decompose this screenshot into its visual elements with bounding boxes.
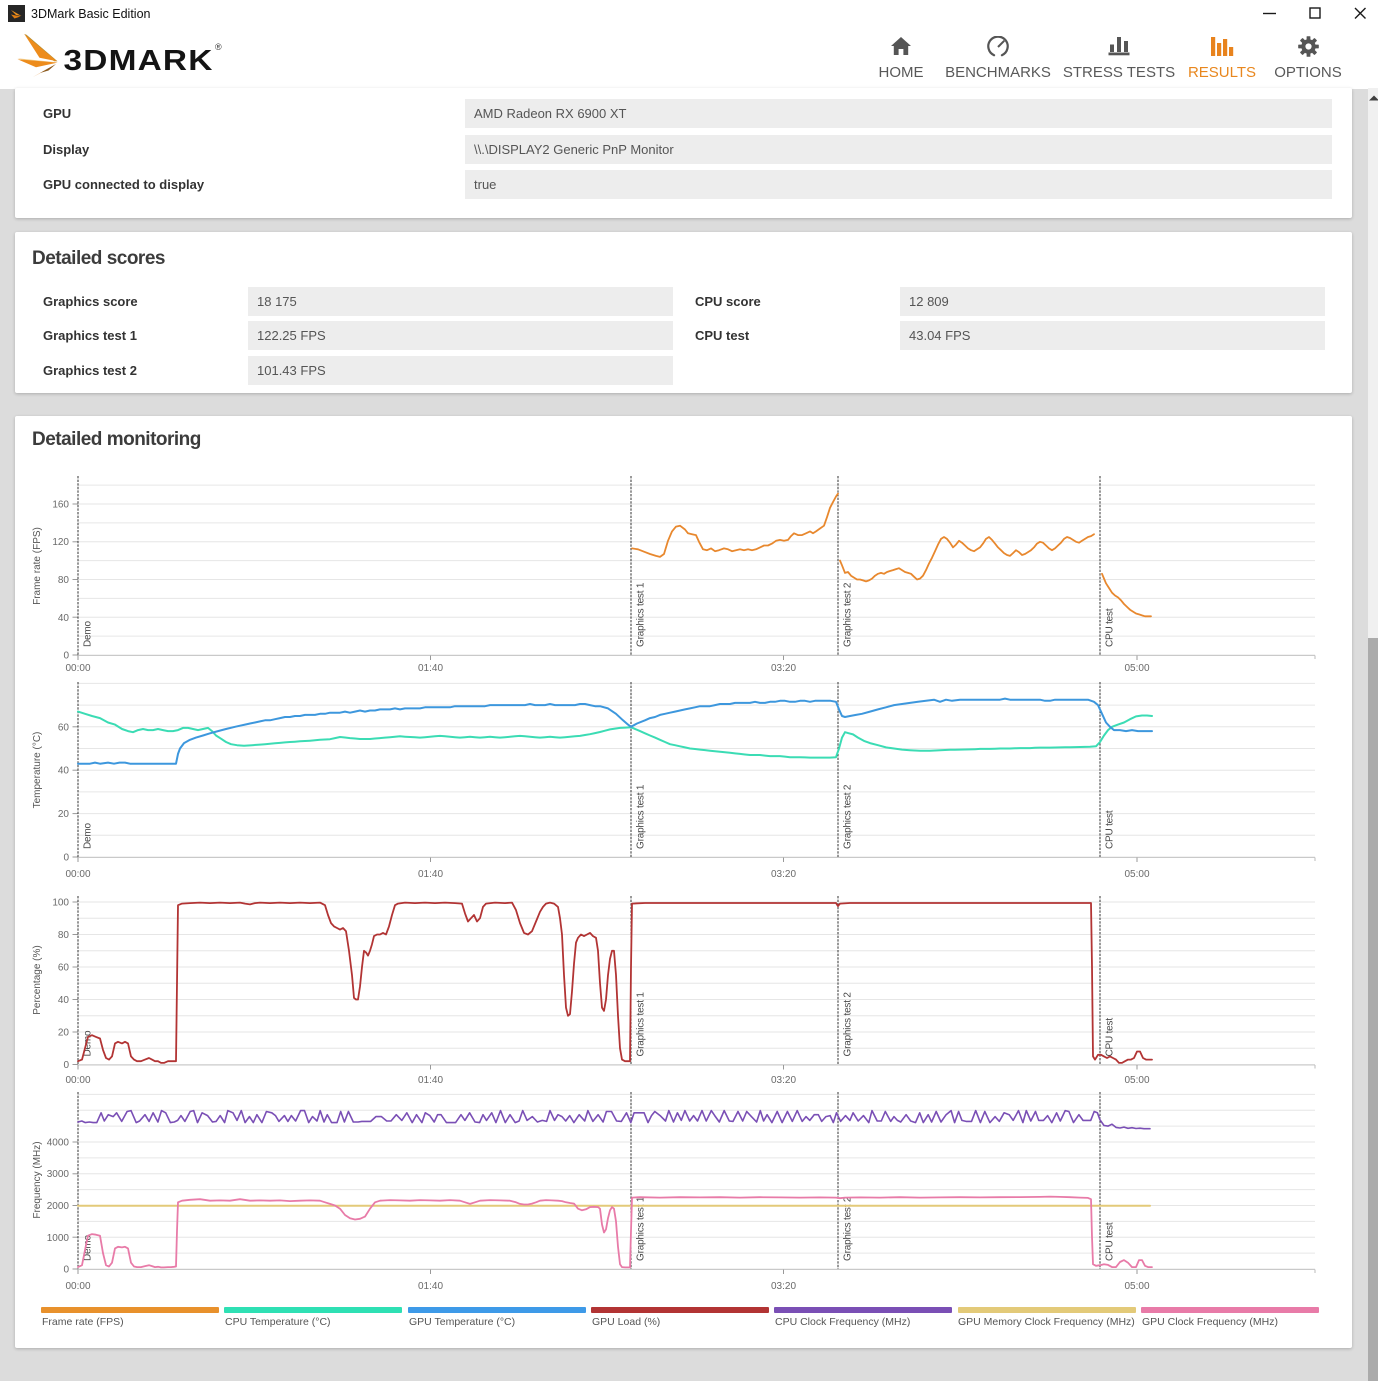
svg-text:Graphics test 2: Graphics test 2 [843,992,854,1057]
svg-text:Percentage (%): Percentage (%) [32,945,43,1014]
svg-text:01:40: 01:40 [418,869,443,880]
svg-text:05:00: 05:00 [1124,869,1149,880]
svg-text:20: 20 [58,809,70,820]
svg-text:03:20: 03:20 [771,1075,796,1086]
svg-text:40: 40 [58,766,70,777]
svg-text:Graphics test 1: Graphics test 1 [636,992,647,1057]
svg-text:4000: 4000 [47,1138,70,1149]
svg-text:Graphics test 1: Graphics test 1 [636,784,647,849]
svg-text:0: 0 [63,1265,69,1276]
svg-text:0: 0 [63,651,69,662]
svg-text:0: 0 [63,1060,69,1071]
svg-text:05:00: 05:00 [1124,1075,1149,1086]
svg-text:03:20: 03:20 [771,869,796,880]
svg-text:CPU test: CPU test [1105,810,1116,849]
svg-text:1000: 1000 [47,1233,70,1244]
svg-text:80: 80 [58,930,70,941]
svg-text:03:20: 03:20 [771,1281,796,1292]
svg-text:05:00: 05:00 [1124,1281,1149,1292]
svg-text:Graphics test 2: Graphics test 2 [843,582,854,647]
svg-text:Demo: Demo [83,1030,94,1057]
svg-text:40: 40 [58,613,70,624]
svg-text:160: 160 [52,500,69,511]
svg-text:100: 100 [52,898,69,909]
svg-text:80: 80 [58,575,70,586]
svg-text:3DMARK: 3DMARK [64,45,214,77]
svg-text:60: 60 [58,722,70,733]
svg-text:01:40: 01:40 [418,663,443,674]
svg-text:03:20: 03:20 [771,663,796,674]
svg-text:01:40: 01:40 [418,1281,443,1292]
svg-text:Graphics test 2: Graphics test 2 [843,1196,854,1261]
svg-text:40: 40 [58,995,70,1006]
svg-text:CPU test: CPU test [1105,608,1116,647]
svg-text:CPU test: CPU test [1105,1222,1116,1261]
svg-text:0: 0 [63,853,69,864]
svg-text:05:00: 05:00 [1124,663,1149,674]
svg-text:01:40: 01:40 [418,1075,443,1086]
svg-text:00:00: 00:00 [65,1075,90,1086]
svg-text:3000: 3000 [47,1169,70,1180]
svg-text:20: 20 [58,1028,70,1039]
svg-text:Graphics test 1: Graphics test 1 [636,1196,647,1261]
svg-text:®: ® [215,42,222,52]
svg-text:00:00: 00:00 [65,1281,90,1292]
svg-text:Graphics test 2: Graphics test 2 [843,784,854,849]
svg-text:Demo: Demo [83,1234,94,1261]
svg-text:Frame rate (FPS): Frame rate (FPS) [32,527,43,605]
svg-text:60: 60 [58,963,70,974]
svg-text:2000: 2000 [47,1201,70,1212]
svg-text:Demo: Demo [83,620,94,647]
svg-text:120: 120 [52,537,69,548]
svg-text:00:00: 00:00 [65,869,90,880]
svg-text:Temperature (°C): Temperature (°C) [32,732,43,809]
svg-text:Frequency (MHz): Frequency (MHz) [32,1141,43,1218]
svg-text:00:00: 00:00 [65,663,90,674]
svg-text:CPU test: CPU test [1105,1018,1116,1057]
svg-text:Graphics test 1: Graphics test 1 [636,582,647,647]
svg-text:Demo: Demo [83,822,94,849]
